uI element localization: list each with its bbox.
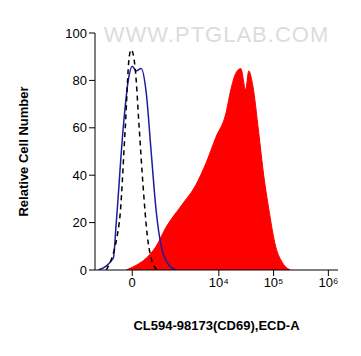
svg-text:10⁶: 10⁶ — [318, 275, 338, 290]
svg-text:CL594-98173(CD69),ECD-A: CL594-98173(CD69),ECD-A — [133, 318, 300, 333]
svg-text:Relative Cell Number: Relative Cell Number — [16, 86, 31, 216]
svg-text:100: 100 — [65, 26, 87, 41]
svg-text:0: 0 — [80, 263, 87, 278]
html-text:WWW.PTGLAB.COM: WWW.PTGLAB.COM — [103, 22, 330, 47]
svg-text:10⁴: 10⁴ — [209, 275, 229, 290]
svg-text:10⁵: 10⁵ — [264, 275, 284, 290]
svg-text:20: 20 — [73, 215, 87, 230]
svg-text:40: 40 — [73, 168, 87, 183]
svg-text:0: 0 — [129, 275, 136, 290]
svg-text:60: 60 — [73, 120, 87, 135]
svg-text:80: 80 — [73, 73, 87, 88]
